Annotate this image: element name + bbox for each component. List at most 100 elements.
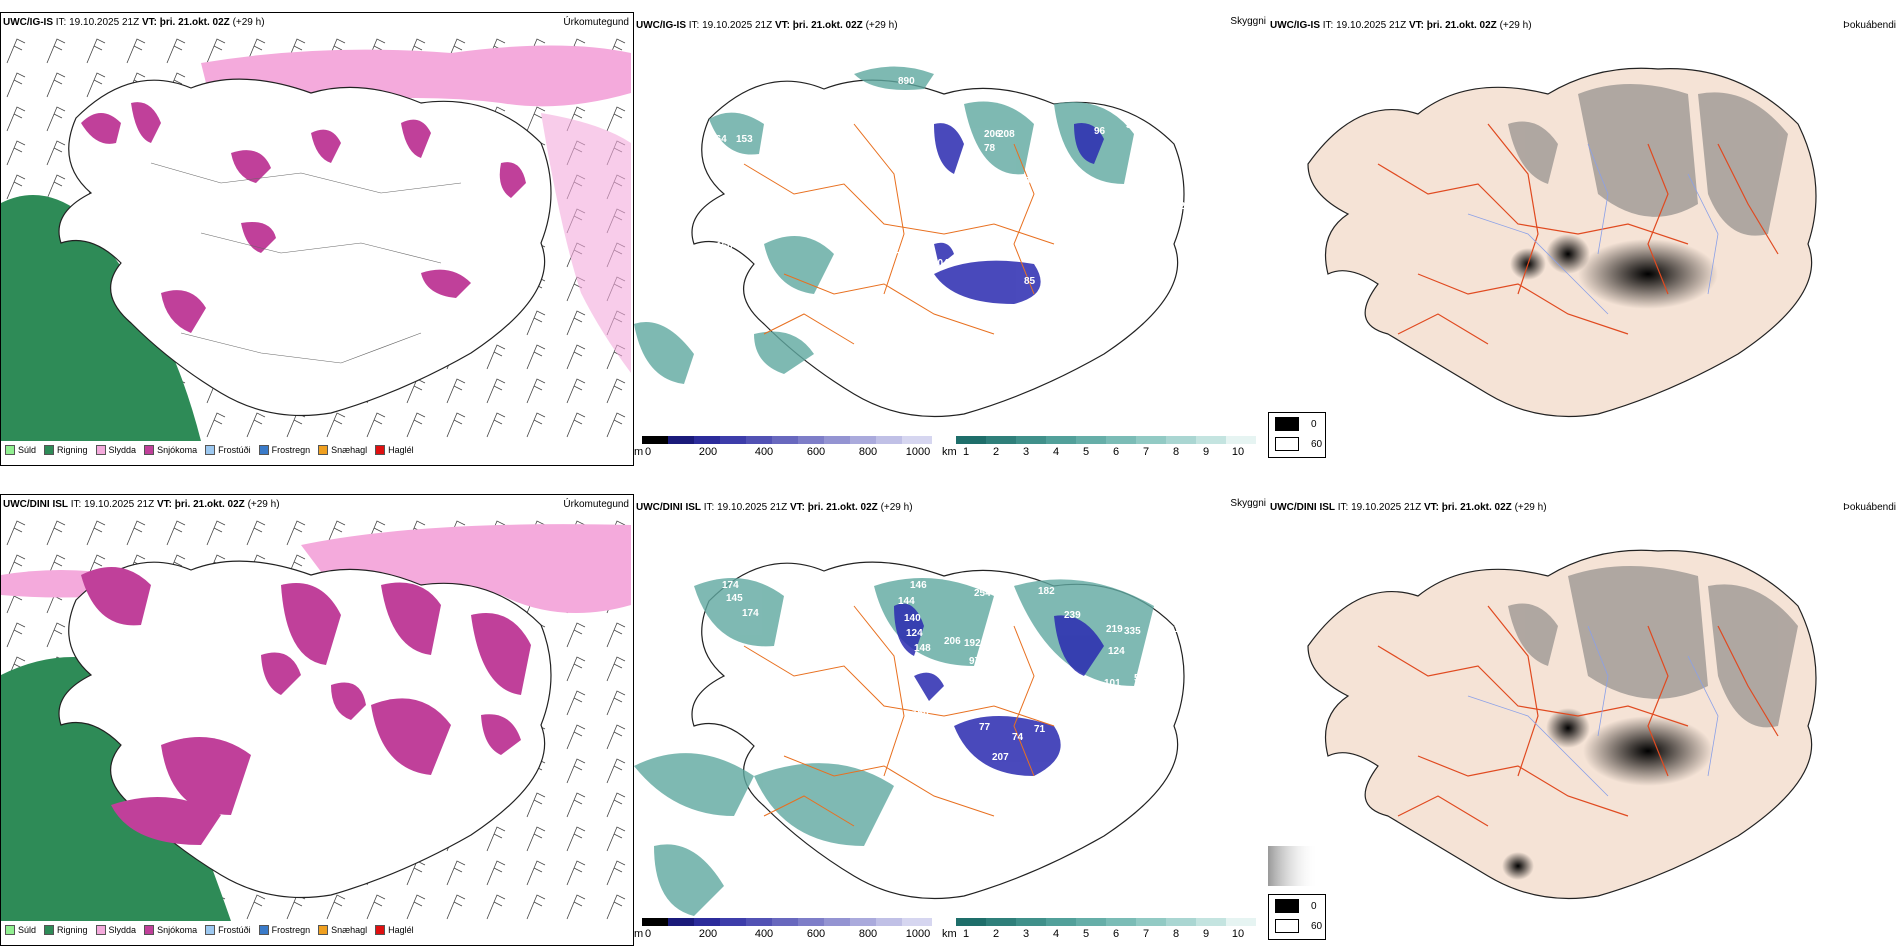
vt-label: VT:: [774, 20, 790, 31]
it-label: IT:: [703, 502, 715, 513]
height-bar-seg: [798, 918, 824, 926]
height-bar-seg: [642, 436, 668, 444]
vis-bar-seg: [1196, 918, 1226, 926]
legend-item: Haglél: [375, 925, 414, 935]
height-tick: 400: [754, 446, 774, 458]
cloud-base-label: 207: [992, 752, 1009, 763]
cloud-base-label: 153: [936, 858, 953, 869]
vis-bar-seg: [956, 436, 986, 444]
vis-tick: 6: [1112, 928, 1120, 940]
cloud-base-label: 94: [1178, 608, 1190, 619]
vis-bar-seg: [1016, 436, 1046, 444]
vt-value: þri. 21.okt. 02Z: [174, 499, 245, 510]
cloud-panel-1: UWC/IG-IS IT: 19.10.2025 21Z VT: þri. 21…: [634, 12, 1266, 466]
vis-tick: 4: [1052, 446, 1060, 458]
height-bar-seg: [668, 436, 694, 444]
height-bar-seg: [850, 918, 876, 926]
cloud-base-label: 53: [1134, 673, 1146, 684]
cloud-base-label: 97: [969, 656, 981, 667]
vt-label: VT:: [1408, 20, 1424, 31]
height-bar-seg: [642, 918, 668, 926]
model-name: UWC/IG-IS: [636, 20, 686, 31]
precip-panel-2: UWC/DINI ISL IT: 19.10.2025 21Z VT: þri.…: [0, 494, 634, 946]
cloud-map: 890 228 764 153 96 350 206 78 361 208 17…: [634, 66, 1191, 418]
vis-bar-seg: [1106, 436, 1136, 444]
it-value: 19.10.2025 21Z: [1351, 502, 1422, 513]
legend-item: Haglél: [375, 445, 414, 455]
cloud-base-label: 219: [1106, 624, 1123, 635]
height-bar-seg: [798, 436, 824, 444]
height-tick: 800: [858, 928, 878, 940]
legend-item: Frostúði: [205, 445, 251, 455]
cloud-base-label: 206: [984, 129, 1001, 140]
vt-label: VT:: [141, 17, 157, 28]
cloud-base-label: 124: [1108, 646, 1125, 657]
vis-bar-seg: [1016, 918, 1046, 926]
legend-item: Snæhagl: [318, 925, 367, 935]
vis-bar-seg: [1136, 918, 1166, 926]
legend-item: Rigning: [44, 445, 88, 455]
fog-title: Þokuábendi: [1843, 20, 1896, 31]
cloud-base-label: 144: [898, 596, 915, 607]
cloud-base-label: 556: [786, 296, 803, 307]
cloud-base-label: 120: [986, 586, 1003, 597]
cloud-base-label: 68: [1122, 276, 1134, 287]
height-tick: 600: [806, 928, 826, 940]
it-value: 19.10.2025 21Z: [84, 499, 155, 510]
height-tick: 600: [806, 446, 826, 458]
height-unit: m: [634, 446, 644, 458]
cloud-base-label: 154: [1174, 624, 1191, 635]
header-2b: UWC/DINI ISL IT: 19.10.2025 21Z VT: þri.…: [636, 502, 913, 514]
vis-tick: 3: [1022, 446, 1030, 458]
vis-bar-seg: [1076, 918, 1106, 926]
cloud-base-label: 106: [1124, 698, 1141, 709]
cloud-base-label: 153: [1064, 201, 1081, 212]
vis-unit: km: [942, 446, 957, 458]
legend-item: Slydda: [95, 445, 136, 455]
visibility-colorbar-2: km 1 2 3 4 5 6 7 8 9 10: [942, 918, 1260, 940]
cloud-base-label: 389: [1019, 176, 1036, 187]
cloud-base-label: 170: [944, 184, 961, 195]
vis-tick: 1: [962, 446, 970, 458]
cloud-base-label: 254: [974, 588, 991, 599]
legend-item: Snjókoma: [144, 925, 197, 935]
height-tick: 200: [698, 928, 718, 940]
cloud-title: Skyggni: [1230, 498, 1266, 509]
cloud-base-label: 146: [910, 580, 927, 591]
precip-legend-2: Súld Rigning Slydda Snjókoma Frostúði Fr…: [5, 925, 418, 935]
lead-time: (+29 h): [232, 17, 265, 28]
cloud-panel-2: UWC/DINI ISL IT: 19.10.2025 21Z VT: þri.…: [634, 494, 1266, 946]
vis-tick: 9: [1202, 928, 1210, 940]
height-tick: 0: [644, 928, 652, 940]
cloud-base-label: 24: [1064, 171, 1076, 182]
vis-bar-seg: [1136, 436, 1166, 444]
vis-bar-seg: [1046, 436, 1076, 444]
vis-bar-seg: [1166, 918, 1196, 926]
precip-map: [1, 515, 633, 921]
height-tick: 800: [858, 446, 878, 458]
cloud-base-label: 71: [1034, 724, 1046, 735]
height-tick: 400: [754, 928, 774, 940]
fog-panel-2: UWC/DINI ISL IT: 19.10.2025 21Z VT: þri.…: [1268, 494, 1900, 946]
height-bar-seg: [850, 436, 876, 444]
cloud-base-label: 208: [998, 129, 1015, 140]
height-bar-seg: [772, 918, 798, 926]
height-bar-seg: [876, 918, 902, 926]
model-name: UWC/DINI ISL: [636, 502, 701, 513]
fog-legend-item: 60: [1275, 919, 1322, 933]
cloud-base-label: 117: [1142, 201, 1159, 212]
height-bar-seg: [746, 436, 772, 444]
vt-label: VT:: [789, 502, 805, 513]
vt-value: þri. 21.okt. 02Z: [159, 17, 230, 28]
cloud-base-label: 182: [664, 686, 681, 697]
cloud-map: 174 145 174 144 146 140 124 148 206 192 …: [634, 561, 1191, 916]
cloud-base-label: 74: [1012, 732, 1024, 743]
it-label: IT:: [1322, 20, 1334, 31]
fog-map: [1307, 67, 1817, 418]
cloud-base-label: 361: [912, 144, 929, 155]
height-tick: 1000: [905, 928, 931, 940]
fog-legend-item: 60: [1275, 437, 1322, 451]
vis-tick: 1: [962, 928, 970, 940]
header-2c: UWC/DINI ISL IT: 19.10.2025 21Z VT: þri.…: [1270, 502, 1547, 514]
header-1b: UWC/IG-IS IT: 19.10.2025 21Z VT: þri. 21…: [636, 20, 898, 32]
